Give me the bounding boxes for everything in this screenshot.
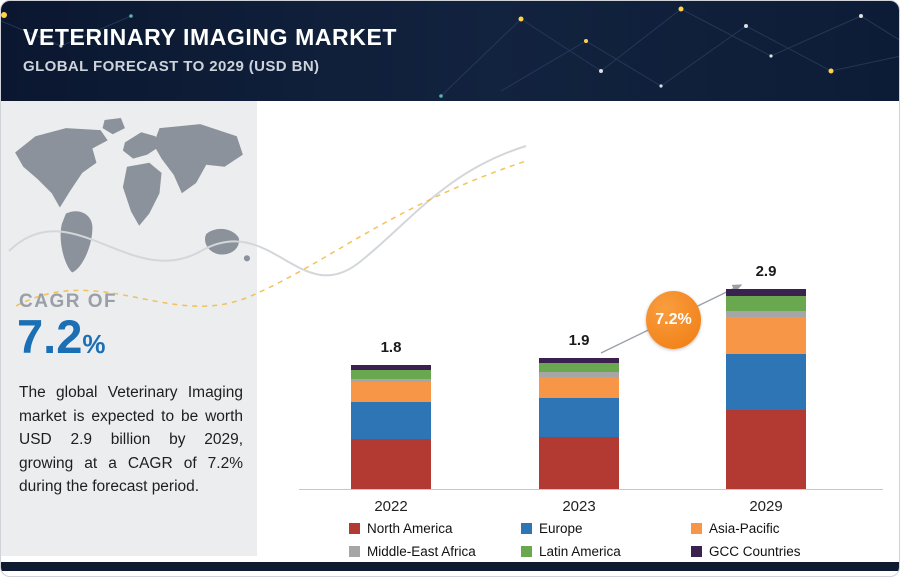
legend-item-gcc-countries: GCC Countries [691,544,871,559]
page-subtitle: GLOBAL FORECAST TO 2029 (USD BN) [23,58,320,75]
segment-latin-america [539,363,619,373]
bar-total-label-2023: 1.9 [568,331,590,349]
segment-north-america [539,436,619,489]
world-map [15,117,250,273]
legend-label-asia-pacific: Asia-Pacific [709,521,780,536]
legend-swatch-europe [521,523,532,534]
stacked-bar-2029 [726,288,806,489]
legend-item-europe: Europe [521,521,691,536]
cagr-badge: 7.2% [646,291,701,349]
segment-asia-pacific [726,316,806,355]
x-axis-label-2022: 2022 [374,498,408,515]
left-info-panel: CAGR OF 7.2% The global Veterinary Imagi… [1,101,257,556]
segment-gcc-countries [539,357,619,364]
legend-swatch-north-america [349,523,360,534]
segment-asia-pacific [539,376,619,398]
segment-europe [726,354,806,410]
bar-total-label-2022: 1.8 [380,338,402,356]
legend-swatch-latin-america [521,546,532,557]
legend-label-gcc-countries: GCC Countries [709,544,801,559]
legend-label-europe: Europe [539,521,583,536]
cagr-number: 7.2 [17,310,83,363]
segment-latin-america [726,295,806,311]
segment-gcc-countries [351,364,431,371]
segment-latin-america [351,370,431,379]
segment-middle-east-africa [351,378,431,383]
x-axis-label-2023: 2023 [562,498,596,515]
legend-item-latin-america: Latin America [521,544,691,559]
legend-item-asia-pacific: Asia-Pacific [691,521,871,536]
cagr-value: 7.2% [17,309,105,364]
legend-swatch-middle-east-africa [349,546,360,557]
header-band: VETERINARY IMAGING MARKET GLOBAL FORECAS… [1,1,899,101]
bar-total-label-2029: 2.9 [755,262,777,280]
segment-europe [539,397,619,437]
cagr-percent-sign: % [82,329,106,359]
legend-swatch-gcc-countries [691,546,702,557]
segment-europe [351,402,431,440]
segment-asia-pacific [351,382,431,403]
segment-gcc-countries [726,288,806,296]
footer-accent-bar [1,562,899,571]
segment-north-america [726,409,806,489]
segment-middle-east-africa [539,372,619,377]
chart-legend: North America Europe Asia-Pacific Middle-Ea… [349,521,894,559]
legend-label-middle-east-africa: Middle-East Africa [367,544,476,559]
segment-middle-east-africa [726,311,806,317]
page-title: VETERINARY IMAGING MARKET [23,24,398,50]
legend-label-latin-america: Latin America [539,544,621,559]
x-axis-line [299,489,883,490]
segment-north-america [351,439,431,489]
legend-item-north-america: North America [349,521,521,536]
stacked-bar-2022 [351,364,431,489]
legend-swatch-asia-pacific [691,523,702,534]
legend-item-middle-east-africa: Middle-East Africa [349,544,521,559]
legend-label-north-america: North America [367,521,453,536]
x-axis-label-2029: 2029 [749,498,783,515]
stacked-bar-2023 [539,357,619,489]
market-description: The global Veterinary Imaging market is … [19,384,243,496]
